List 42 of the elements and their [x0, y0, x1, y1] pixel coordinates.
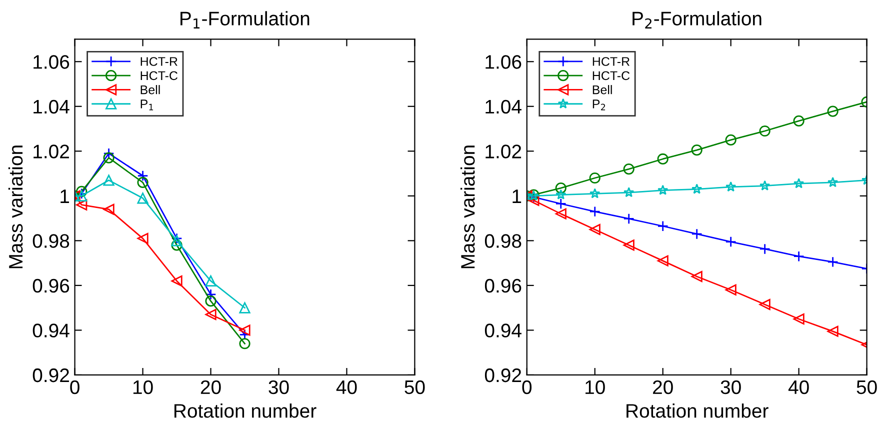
- y-tick-label: 0.94: [32, 324, 70, 338]
- legend-label: HCT-C: [140, 71, 178, 80]
- y-tick-label: 0.96: [484, 278, 522, 293]
- chart-title: P$_{2}$-Formulation: [632, 11, 762, 28]
- x-tick-label: 0: [70, 380, 80, 394]
- legend-label: HCT-R: [592, 57, 630, 66]
- x-axis-title: Rotation number: [174, 404, 316, 418]
- y-tick-label: 0.98: [32, 234, 70, 248]
- y-tick-label: 1.04: [486, 100, 522, 114]
- y-tick-label: 1.04: [34, 100, 70, 114]
- x-tick-label: 20: [653, 380, 673, 394]
- x-tick-label: 50: [404, 380, 425, 394]
- chart-title: P$_{1}$-Formulation: [180, 11, 310, 28]
- x-tick-label: 30: [268, 380, 289, 394]
- y-tick-label: 1: [60, 190, 69, 203]
- y-tick-label: 1: [512, 190, 522, 203]
- y-tick-label: 1.06: [34, 55, 70, 69]
- x-tick-label: 30: [720, 380, 741, 394]
- y-tick-label: 0.98: [484, 234, 522, 248]
- y-tick-label: 0.92: [32, 368, 69, 382]
- legend-label: P$_{2}$: [592, 100, 606, 110]
- legend-label: Bell: [592, 85, 612, 94]
- y-tick-label: 1.02: [486, 144, 522, 158]
- x-tick-label: 10: [586, 380, 605, 394]
- y-tick-label: 0.94: [484, 324, 522, 338]
- y-axis-title: Mass variation: [8, 146, 23, 268]
- x-tick-label: 40: [336, 380, 357, 394]
- x-tick-label: 40: [788, 380, 809, 394]
- legend-label: P$_{1}$: [140, 100, 154, 110]
- x-tick-label: 50: [856, 380, 877, 394]
- y-tick-label: 1.02: [34, 144, 69, 158]
- x-tick-label: 0: [522, 380, 532, 394]
- x-tick-label: 20: [200, 380, 221, 394]
- legend-label: HCT-R: [140, 57, 178, 66]
- y-tick-label: 1.06: [486, 55, 522, 69]
- x-axis-title: Rotation number: [626, 404, 768, 418]
- legend-label: HCT-C: [592, 71, 630, 80]
- x-tick-label: 10: [133, 380, 153, 394]
- y-tick-label: 0.92: [484, 368, 522, 382]
- y-axis-title: Mass variation: [460, 146, 475, 268]
- legend-label: Bell: [140, 85, 160, 94]
- y-tick-label: 0.96: [32, 278, 70, 293]
